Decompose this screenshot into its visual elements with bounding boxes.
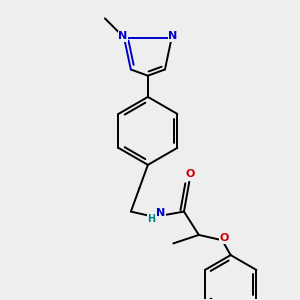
Text: N: N xyxy=(156,208,165,218)
Text: N: N xyxy=(168,32,177,41)
Text: H: H xyxy=(147,214,155,224)
Text: O: O xyxy=(220,233,229,243)
Text: N: N xyxy=(118,32,128,41)
Text: O: O xyxy=(186,169,195,179)
